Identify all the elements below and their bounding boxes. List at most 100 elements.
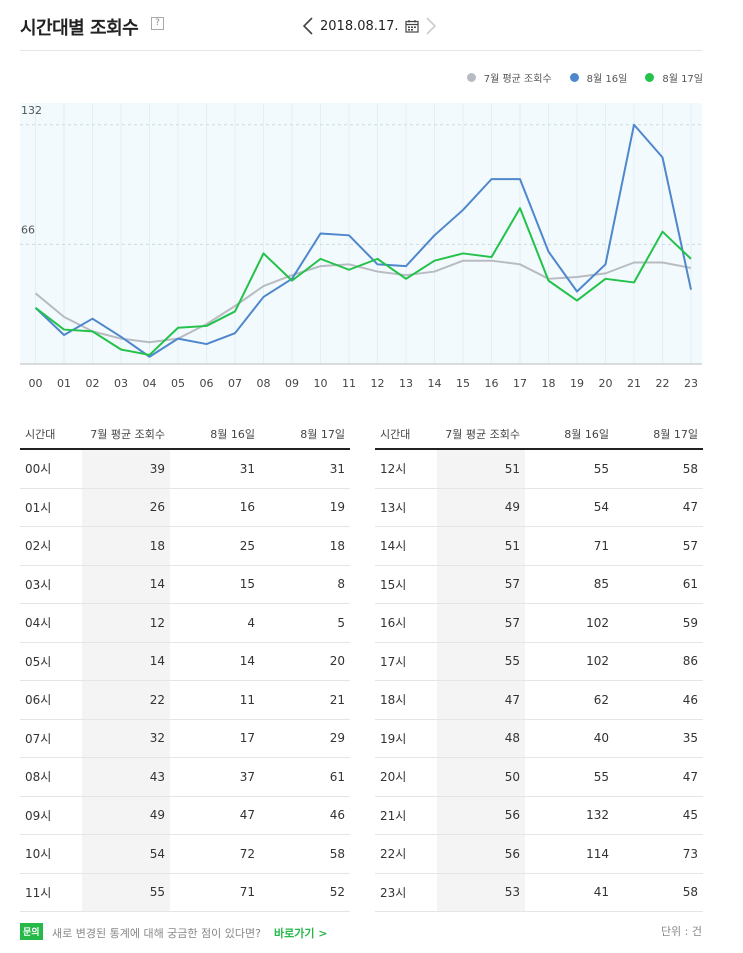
july-cell: 56	[437, 834, 525, 874]
hour-cell: 13시	[375, 488, 437, 527]
y-tick-label: 132	[21, 104, 42, 117]
aug17-cell: 35	[614, 719, 703, 758]
aug17-cell: 19	[260, 488, 350, 527]
x-tick-label: 20	[599, 377, 613, 390]
x-tick-label: 03	[114, 377, 128, 390]
aug16-cell: 40	[525, 719, 614, 758]
x-tick-label: 22	[656, 377, 670, 390]
x-tick-label: 10	[314, 377, 328, 390]
aug16-cell: 102	[525, 603, 614, 643]
aug16-cell: 4	[170, 603, 260, 643]
x-tick-label: 00	[29, 377, 43, 390]
aug17-cell: 59	[614, 603, 703, 643]
shortcut-link[interactable]: 바로가기 >	[274, 927, 328, 940]
table-header-row: 시간대 7월 평균 조회수 8월 16일 8월 17일	[20, 419, 350, 450]
series-line-july	[34, 259, 692, 344]
chevron-left-icon[interactable]	[298, 14, 318, 38]
legend-dot-july	[466, 73, 476, 82]
aug17-cell: 52	[260, 873, 350, 912]
july-cell: 57	[437, 565, 525, 604]
july-cell: 39	[82, 449, 170, 489]
july-cell: 49	[437, 488, 525, 527]
july-cell: 47	[437, 680, 525, 720]
table-row: 02시 18 25 18	[20, 526, 350, 566]
hourly-table-left: 시간대 7월 평균 조회수 8월 16일 8월 17일 00시 39 31 31 01시…	[20, 419, 350, 912]
aug16-cell: 31	[170, 449, 260, 489]
legend-dot-aug16	[569, 73, 579, 82]
hour-cell: 11시	[20, 873, 82, 912]
x-tick-label: 19	[570, 377, 584, 390]
aug17-cell: 21	[260, 680, 350, 720]
col-header-aug16: 8월 16일	[525, 419, 614, 450]
aug16-cell: 85	[525, 565, 614, 604]
hour-cell: 02시	[20, 526, 82, 566]
legend-item-july: 7월 평균 조회수	[466, 70, 552, 85]
aug17-cell: 58	[614, 449, 703, 489]
aug17-cell: 45	[614, 796, 703, 835]
table-row: 22시 56 114 73	[375, 834, 703, 874]
col-header-aug17: 8월 17일	[260, 419, 350, 450]
aug17-cell: 18	[260, 526, 350, 566]
hour-cell: 14시	[375, 526, 437, 566]
aug16-cell: 71	[525, 526, 614, 566]
x-tick-label: 21	[627, 377, 641, 390]
aug16-cell: 102	[525, 642, 614, 681]
hour-cell: 20시	[375, 757, 437, 797]
aug16-cell: 14	[170, 642, 260, 681]
chart-legend: 7월 평균 조회수 8월 16일 8월 17일	[466, 70, 703, 85]
july-cell: 53	[437, 873, 525, 912]
july-cell: 50	[437, 757, 525, 797]
table-row: 06시 22 11 21	[20, 680, 350, 720]
july-cell: 55	[82, 873, 170, 912]
hour-cell: 17시	[375, 642, 437, 681]
aug17-cell: 5	[260, 603, 350, 643]
aug17-cell: 58	[614, 873, 703, 912]
july-cell: 14	[82, 565, 170, 604]
hour-cell: 23시	[375, 873, 437, 912]
aug16-cell: 41	[525, 873, 614, 912]
july-cell: 51	[437, 526, 525, 566]
july-cell: 51	[437, 449, 525, 489]
y-tick-label: 66	[21, 223, 35, 236]
page-header: 시간대별 조회수 ? 2018.08.17.	[20, 10, 702, 51]
x-tick-label: 06	[200, 377, 214, 390]
legend-dot-aug17	[645, 73, 655, 82]
hour-cell: 10시	[20, 834, 82, 874]
aug16-cell: 55	[525, 757, 614, 797]
col-header-july: 7월 평균 조회수	[82, 419, 170, 450]
table-row: 08시 43 37 61	[20, 757, 350, 797]
hour-cell: 19시	[375, 719, 437, 758]
hour-cell: 07시	[20, 719, 82, 758]
july-cell: 22	[82, 680, 170, 720]
july-cell: 56	[437, 796, 525, 835]
table-row: 04시 12 4 5	[20, 603, 350, 643]
series-line-aug17	[34, 207, 692, 356]
date-navigator: 2018.08.17.	[298, 14, 441, 38]
aug16-cell: 54	[525, 488, 614, 527]
table-row: 12시 51 55 58	[375, 449, 703, 489]
aug17-cell: 46	[614, 680, 703, 720]
july-cell: 18	[82, 526, 170, 566]
hour-cell: 09시	[20, 796, 82, 835]
legend-label-aug16: 8월 16일	[586, 74, 628, 85]
chevron-right-icon[interactable]	[421, 14, 441, 38]
hour-cell: 00시	[20, 449, 82, 489]
hour-cell: 03시	[20, 565, 82, 604]
aug17-cell: 57	[614, 526, 703, 566]
plot-background	[20, 103, 702, 364]
table-row: 01시 26 16 19	[20, 488, 350, 527]
x-tick-label: 09	[285, 377, 299, 390]
calendar-icon[interactable]	[403, 16, 421, 36]
col-header-hour: 시간대	[375, 419, 437, 450]
table-row: 10시 54 72 58	[20, 834, 350, 874]
july-cell: 49	[82, 796, 170, 835]
footer-text: 새로 변경된 통계에 대해 궁금한 점이 있다면?	[52, 927, 261, 940]
hour-cell: 08시	[20, 757, 82, 797]
aug17-cell: 61	[614, 565, 703, 604]
legend-label-aug17: 8월 17일	[662, 74, 703, 85]
hour-cell: 04시	[20, 603, 82, 643]
unit-label: 단위 : 건	[660, 925, 702, 938]
aug16-cell: 62	[525, 680, 614, 720]
help-icon[interactable]: ?	[151, 17, 164, 30]
x-tick-label: 12	[371, 377, 385, 390]
